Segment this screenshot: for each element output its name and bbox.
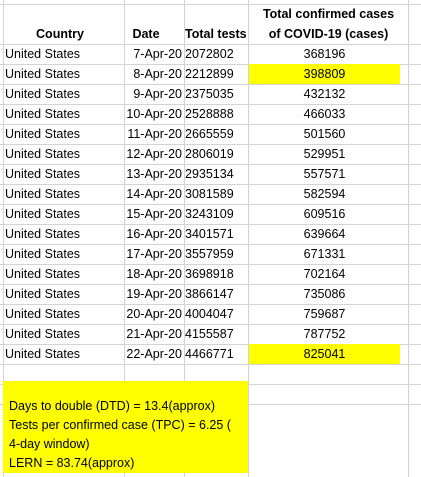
cell-confirmed-cases[interactable]: 759687 [303,307,346,321]
grid-line [0,284,421,285]
grid-line [0,344,421,345]
cell-total-tests[interactable]: 3081589 [185,187,234,201]
cell-country[interactable]: United States [5,167,81,181]
header-country[interactable]: Country [36,27,84,41]
grid-line [0,124,421,125]
cell-confirmed-cases[interactable]: 787752 [303,327,346,341]
header-total-cases-line1[interactable]: Total confirmed cases [262,7,395,21]
grid-line [0,184,421,185]
cell-country[interactable]: United States [5,327,81,341]
grid-line [0,44,421,45]
note-window[interactable]: 4-day window) [9,437,90,451]
cell-date[interactable]: 13-Apr-20 [126,167,182,181]
cell-date[interactable]: 21-Apr-20 [126,327,182,341]
cell-confirmed-cases[interactable]: 735086 [303,287,346,301]
cell-date[interactable]: 18-Apr-20 [126,267,182,281]
cell-country[interactable]: United States [5,307,81,321]
cell-confirmed-cases[interactable]: 825041 [249,344,400,364]
cell-total-tests[interactable]: 2072802 [185,47,234,61]
cell-total-tests[interactable]: 2665559 [185,127,234,141]
cell-country[interactable]: United States [5,287,81,301]
grid-line [3,0,4,477]
grid-line [0,304,421,305]
cell-total-tests[interactable]: 4004047 [185,307,234,321]
cell-total-tests[interactable]: 2375035 [185,87,234,101]
notes-box: Days to double (DTD) = 13.4(approx) Test… [3,381,248,473]
cell-country[interactable]: United States [5,107,81,121]
grid-line [0,164,421,165]
cell-date[interactable]: 19-Apr-20 [126,287,182,301]
grid-line [0,84,421,85]
cell-confirmed-cases[interactable]: 639664 [303,227,346,241]
cell-confirmed-cases[interactable]: 432132 [303,87,346,101]
cell-total-tests[interactable]: 2212899 [185,67,234,81]
cell-date[interactable]: 10-Apr-20 [126,107,182,121]
header-total-tests[interactable]: Total tests [185,27,247,41]
note-tpc[interactable]: Tests per confirmed case (TPC) = 6.25 ( [9,418,231,432]
cell-total-tests[interactable]: 3401571 [185,227,234,241]
note-lern[interactable]: LERN = 83.74(approx) [9,456,135,470]
cell-country[interactable]: United States [5,87,81,101]
grid-line [0,364,421,365]
cell-confirmed-cases[interactable]: 702164 [303,267,346,281]
cell-date[interactable]: 20-Apr-20 [126,307,182,321]
cell-date[interactable]: 22-Apr-20 [126,347,182,361]
cell-confirmed-cases[interactable]: 671331 [303,247,346,261]
cell-total-tests[interactable]: 3243109 [185,207,234,221]
cell-country[interactable]: United States [5,207,81,221]
cell-total-tests[interactable]: 3698918 [185,267,234,281]
grid-line [0,64,421,65]
cell-total-tests[interactable]: 4155587 [185,327,234,341]
cell-country[interactable]: United States [5,67,81,81]
grid-line [408,0,409,477]
cell-total-tests[interactable]: 3557959 [185,247,234,261]
cell-total-tests[interactable]: 2528888 [185,107,234,121]
cell-confirmed-cases[interactable]: 466033 [303,107,346,121]
cell-date[interactable]: 12-Apr-20 [126,147,182,161]
cell-date[interactable]: 16-Apr-20 [126,227,182,241]
cell-confirmed-cases[interactable]: 398809 [249,64,400,84]
cell-date[interactable]: 9-Apr-20 [133,87,182,101]
grid-line [0,104,421,105]
cell-confirmed-cases[interactable]: 557571 [303,167,346,181]
grid-line [0,144,421,145]
cell-confirmed-cases[interactable]: 582594 [303,187,346,201]
cell-confirmed-cases[interactable]: 368196 [303,47,346,61]
grid-line [0,224,421,225]
cell-country[interactable]: United States [5,47,81,61]
grid-line [184,0,185,477]
cell-total-tests[interactable]: 4466771 [185,347,234,361]
header-date[interactable]: Date [132,27,160,41]
cell-country[interactable]: United States [5,247,81,261]
cell-confirmed-cases[interactable]: 501560 [303,127,346,141]
cell-country[interactable]: United States [5,267,81,281]
grid-line [248,0,249,477]
grid-line [0,264,421,265]
cell-date[interactable]: 17-Apr-20 [126,247,182,261]
grid-line [0,204,421,205]
cell-confirmed-cases[interactable]: 609516 [303,207,346,221]
cell-confirmed-cases[interactable]: 529951 [303,147,346,161]
cell-country[interactable]: United States [5,347,81,361]
grid-line [0,324,421,325]
cell-date[interactable]: 15-Apr-20 [126,207,182,221]
cell-country[interactable]: United States [5,127,81,141]
cell-date[interactable]: 14-Apr-20 [126,187,182,201]
header-total-cases-line2[interactable]: of COVID-19 (cases) [268,27,389,41]
cell-date[interactable]: 11-Apr-20 [127,127,182,141]
cell-country[interactable]: United States [5,227,81,241]
cell-country[interactable]: United States [5,147,81,161]
cell-total-tests[interactable]: 2806019 [185,147,234,161]
note-dtd[interactable]: Days to double (DTD) = 13.4(approx) [9,399,215,413]
cell-total-tests[interactable]: 3866147 [185,287,234,301]
grid-line [0,4,421,5]
cell-date[interactable]: 7-Apr-20 [133,47,182,61]
cell-total-tests[interactable]: 2935134 [185,167,234,181]
cell-date[interactable]: 8-Apr-20 [133,67,182,81]
grid-line [0,244,421,245]
cell-country[interactable]: United States [5,187,81,201]
grid-line [124,0,125,477]
